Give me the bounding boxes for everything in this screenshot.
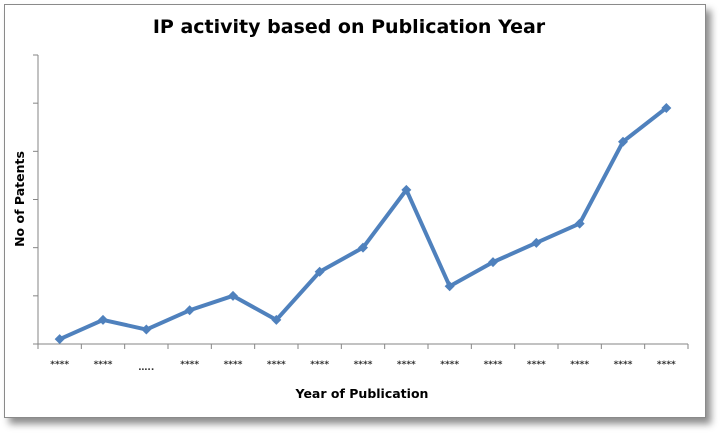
x-tick-label: ****: [527, 360, 546, 370]
data-point-marker: [141, 324, 152, 335]
data-point-marker: [271, 314, 282, 325]
data-point-marker: [488, 257, 498, 268]
data-point-marker: [661, 102, 672, 113]
x-tick-label: ****: [310, 360, 329, 370]
data-point-marker: [444, 281, 455, 292]
data-point-marker: [574, 218, 585, 229]
x-tick-label: ****: [484, 360, 503, 370]
x-tick-label: ****: [354, 360, 373, 370]
x-tick-label: ****: [94, 360, 113, 370]
data-point-marker: [358, 242, 368, 253]
data-point-marker: [54, 334, 65, 345]
chart-title: IP activity based on Publication Year: [153, 16, 546, 38]
data-point-marker: [314, 266, 325, 277]
x-tick-label: …..: [138, 363, 154, 373]
data-point-marker: [228, 290, 238, 301]
x-tick-label: ****: [397, 360, 416, 370]
x-tick-label: ****: [570, 360, 589, 370]
data-point-marker: [98, 314, 108, 325]
x-axis-label: Year of Publication: [295, 386, 429, 401]
data-point-marker: [401, 184, 412, 195]
data-point-marker: [184, 305, 195, 316]
x-tick-label: ****: [614, 360, 633, 370]
x-tick-label: ****: [657, 360, 676, 370]
data-point-marker: [531, 237, 542, 248]
chart-frame: [4, 4, 706, 418]
x-tick-label: ****: [440, 360, 459, 370]
x-tick-label: ****: [50, 360, 69, 370]
x-tick-label: ****: [267, 360, 286, 370]
y-axis-label: No of Patents: [12, 151, 27, 247]
x-tick-label: ****: [180, 360, 199, 370]
x-tick-label: ****: [224, 360, 243, 370]
data-point-marker: [618, 136, 628, 147]
